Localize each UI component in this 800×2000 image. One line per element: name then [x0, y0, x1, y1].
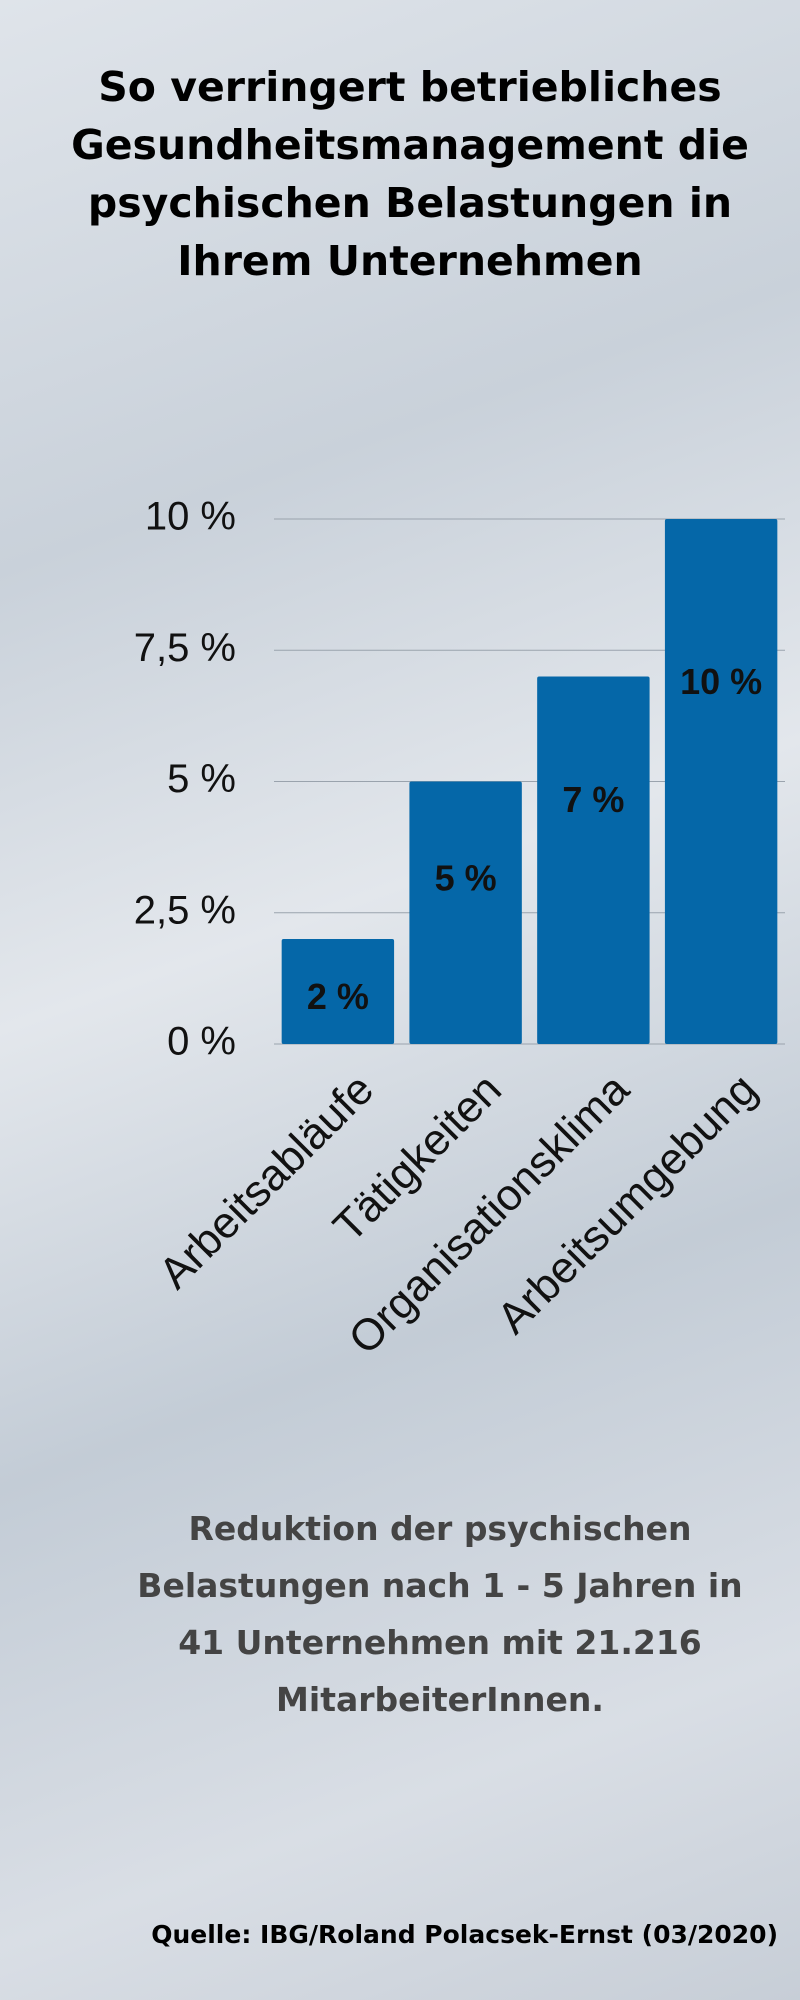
- y-tick-label: 10 %: [145, 495, 236, 539]
- value-label: 5 %: [435, 858, 497, 899]
- y-tick-label: 2,5 %: [134, 888, 236, 932]
- value-label: 2 %: [307, 976, 369, 1017]
- bar: [664, 519, 778, 1044]
- annotation: Reduktion der psychischen Belastungen na…: [137, 1509, 743, 1719]
- chart-title: So verringert betriebliches Gesundheitsm…: [71, 63, 749, 285]
- bar: [537, 676, 650, 1044]
- x-tick-label: Arbeitsabläufe: [150, 1065, 384, 1299]
- value-label: 10 %: [680, 661, 762, 702]
- source: Quelle: IBG/Roland Polacsek-Ernst (03/20…: [151, 1920, 778, 1949]
- y-tick-label: 5 %: [167, 757, 236, 801]
- value-label: 7 %: [562, 779, 624, 820]
- chart: 0 % 2,5 % 5 % 7,5 % 10 % 2 % Arbeitsabläufe 5 %…: [134, 495, 785, 1364]
- y-tick-label: 7,5 %: [134, 626, 236, 670]
- bar: [409, 781, 522, 1044]
- y-tick-label: 0 %: [167, 1020, 236, 1064]
- bar: [281, 939, 395, 1044]
